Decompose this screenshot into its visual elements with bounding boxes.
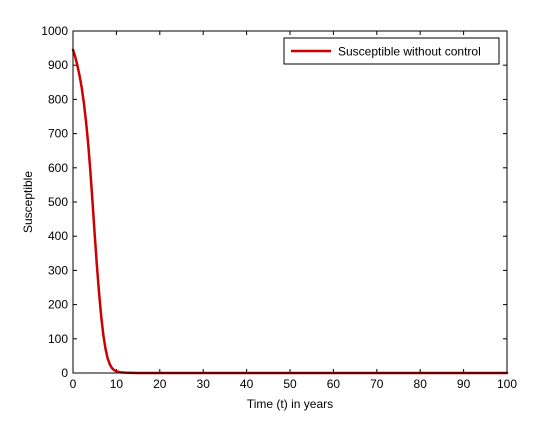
x-tick-label: 10 (110, 377, 124, 391)
data-point (115, 370, 117, 372)
x-tick-labels: 0 10 20 30 40 50 60 70 80 90 100 (70, 377, 518, 391)
data-point (96, 264, 98, 266)
y-axis-label: Susceptible (21, 171, 35, 233)
y-tick-label: 200 (48, 298, 68, 312)
data-point (113, 369, 115, 371)
x-tick-label: 20 (153, 377, 167, 391)
x-axis-label: Time (t) in years (247, 397, 333, 411)
x-tick-label: 100 (497, 377, 517, 391)
y-tick-label: 400 (48, 229, 68, 243)
data-point (107, 358, 109, 360)
data-point (89, 170, 91, 172)
y-tick-labels: 0 100 200 300 400 500 600 700 800 900 1000 (41, 24, 68, 380)
x-tick-label: 30 (197, 377, 211, 391)
y-tick-label: 0 (61, 366, 68, 380)
x-tick-label: 40 (240, 377, 254, 391)
data-point (100, 315, 102, 318)
y-tick-label: 100 (48, 332, 68, 346)
data-point (76, 64, 78, 66)
legend: Susceptible without control (283, 37, 500, 65)
y-tick-label: 600 (48, 161, 68, 175)
data-point (85, 121, 87, 123)
x-tick-label: 90 (457, 377, 471, 391)
data-point (98, 292, 100, 294)
y-tick-label: 700 (48, 127, 68, 141)
data-point (104, 348, 107, 350)
y-tick-label: 1000 (41, 24, 68, 38)
x-tick-label: 60 (327, 377, 341, 391)
axes-background (73, 31, 507, 373)
data-point (91, 201, 94, 203)
data-point (111, 367, 113, 369)
legend-label: Susceptible without control (338, 45, 481, 59)
x-tick-label: 50 (283, 377, 297, 391)
data-point (74, 56, 76, 58)
data-point (78, 74, 81, 77)
data-point (81, 86, 83, 89)
y-tick-label: 800 (48, 92, 68, 106)
axes-frame (72, 30, 508, 374)
data-point (102, 334, 104, 336)
legend-box (283, 37, 500, 65)
x-tick-label: 70 (370, 377, 384, 391)
x-tick-label: 80 (414, 377, 428, 391)
data-point (109, 363, 111, 366)
data-point (83, 102, 85, 104)
y-tick-label: 900 (48, 58, 68, 72)
y-tick-label: 300 (48, 263, 68, 277)
x-tick-label: 0 (70, 377, 77, 391)
y-tick-label: 500 (48, 195, 68, 209)
data-point (94, 233, 96, 236)
data-point (87, 143, 89, 145)
